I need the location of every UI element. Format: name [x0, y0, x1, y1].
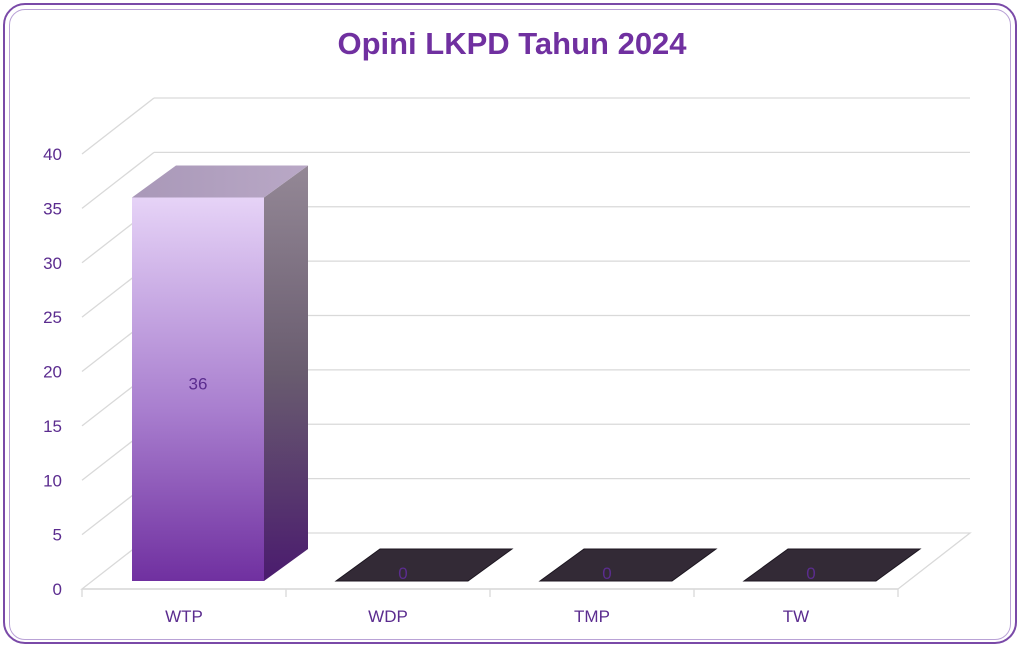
data-label: 36 — [189, 374, 208, 393]
y-tick-label: 30 — [43, 254, 62, 273]
bar-top — [132, 165, 308, 198]
chart-frame — [3, 3, 1017, 644]
gridline-side — [81, 97, 155, 155]
x-tick-label: WDP — [368, 607, 408, 626]
y-tick-label: 10 — [43, 471, 62, 490]
y-tick-label: 25 — [43, 308, 62, 327]
gridline-side — [81, 151, 155, 209]
axes — [80, 532, 972, 597]
y-tick-label: 20 — [43, 363, 62, 382]
y-tick-label: 35 — [43, 199, 62, 218]
bar — [538, 548, 718, 582]
labels: 0 5 10 15 20 25 30 35 40 36 WTP 0 WDP 0 TMP 0 TW — [43, 145, 816, 626]
bar — [334, 548, 514, 582]
chart-title: Opini LKPD Tahun 2024 — [337, 26, 687, 61]
x-tick-label: TMP — [574, 607, 610, 626]
data-label: 0 — [806, 564, 815, 583]
bar-side — [264, 165, 308, 581]
bars — [132, 165, 922, 582]
y-tick-label: 40 — [43, 145, 62, 164]
bar — [132, 197, 264, 581]
data-label: 0 — [398, 564, 407, 583]
y-tick-label: 5 — [53, 526, 62, 545]
y-tick-label: 15 — [43, 417, 62, 436]
x-tick-label: TW — [783, 607, 809, 626]
bar-wtp — [132, 165, 308, 581]
x-tick-label: WTP — [165, 607, 203, 626]
y-tick-label: 0 — [53, 580, 62, 599]
data-label: 0 — [602, 564, 611, 583]
chart-frame-inner — [9, 9, 1011, 640]
bar-tw — [742, 548, 922, 582]
bar-wdp — [334, 548, 514, 582]
bar — [742, 548, 922, 582]
bar-tmp — [538, 548, 718, 582]
